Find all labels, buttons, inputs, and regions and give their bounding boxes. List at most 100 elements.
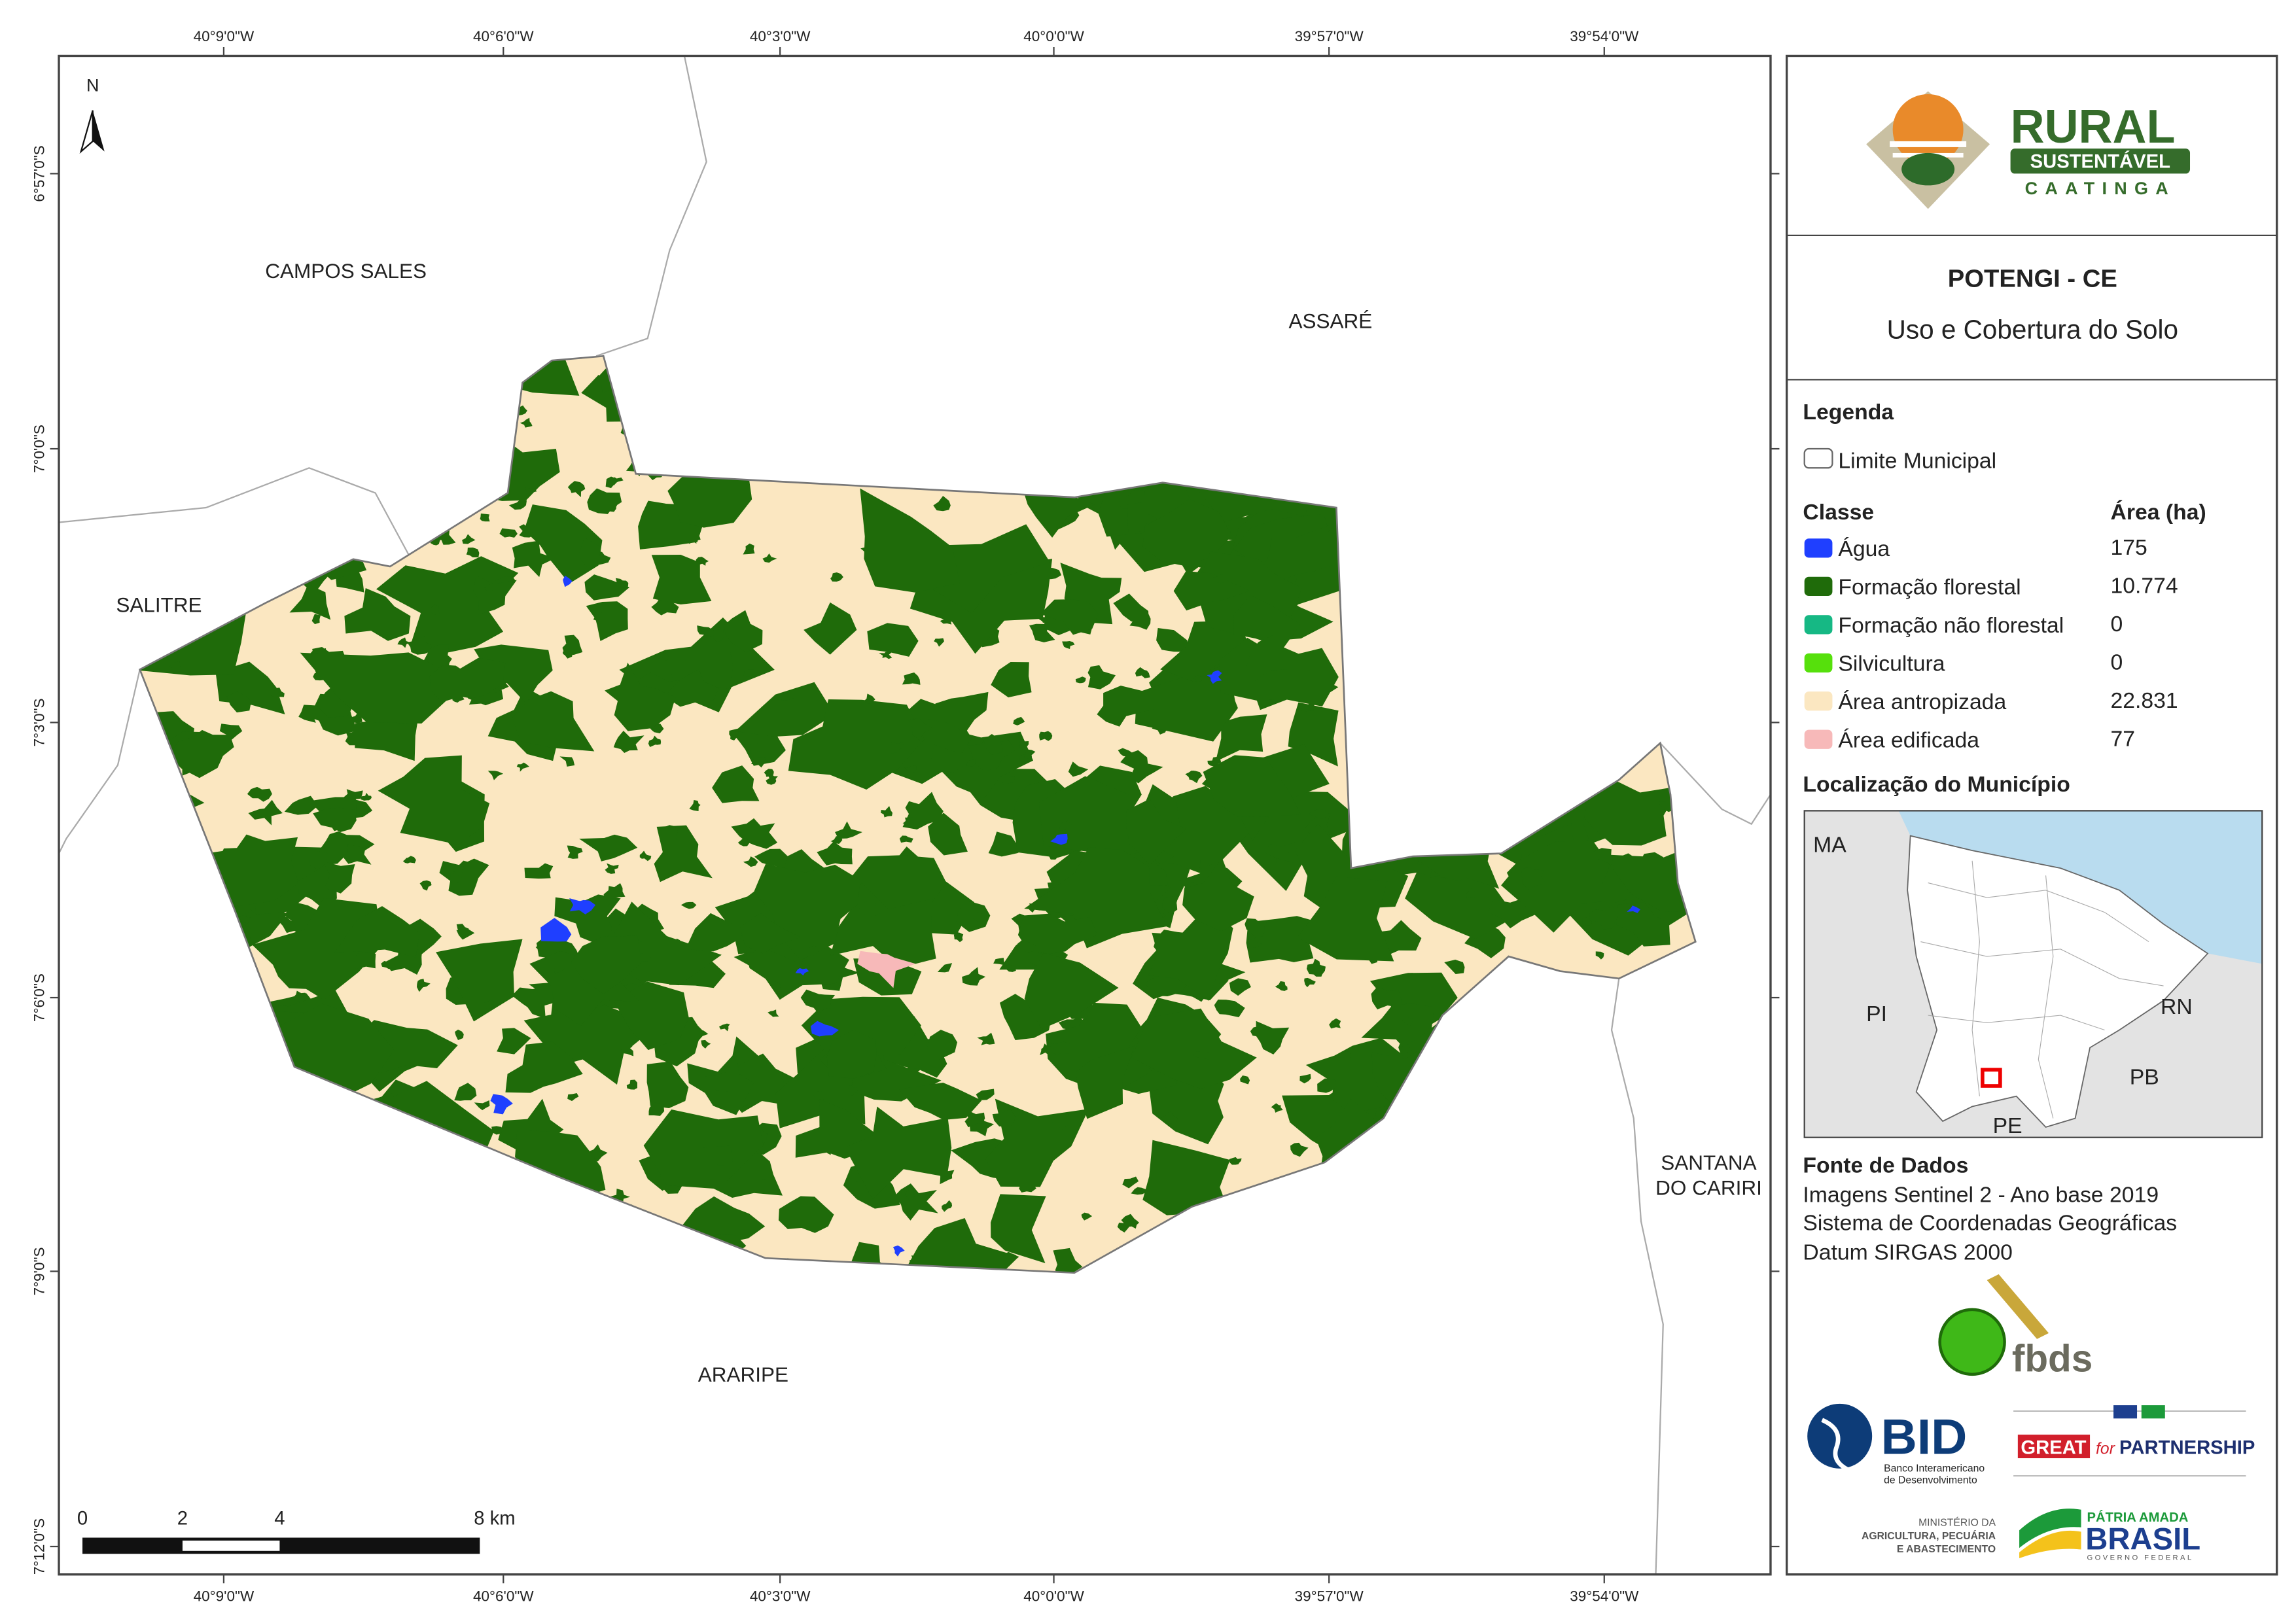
brasil-text: GOVERNO FEDERAL [2087, 1554, 2194, 1562]
forest-patch [968, 739, 1015, 771]
longitude-label: 39°54'0"W [1570, 28, 1639, 44]
forest-patch [1193, 1051, 1211, 1060]
forest-patch [402, 856, 416, 864]
inset-label: PI [1866, 1002, 1887, 1026]
forest-patch [1308, 809, 1326, 820]
longitude-label: 40°6'0"W [473, 1588, 534, 1604]
brasil-shape [2019, 1509, 2081, 1548]
forest-patch [1087, 665, 1116, 689]
forest-patch [439, 858, 489, 896]
logo-text: RURAL [2011, 101, 2176, 153]
forest-patch [378, 755, 490, 845]
logo-government: MINISTÉRIO DA AGRICULTURA, PECUÁRIA E AB… [1862, 1509, 2200, 1562]
bid-text: BID [1881, 1409, 1968, 1465]
forest-patch [1097, 686, 1154, 727]
forest-patch [1197, 860, 1212, 869]
forest-patch [1256, 1021, 1290, 1055]
forest-patch [497, 1028, 531, 1055]
forest-patch [1317, 1078, 1336, 1093]
forest-patch [658, 652, 669, 661]
water-patch [810, 1021, 839, 1037]
forest-patch [289, 584, 331, 620]
great-text: PARTNERSHIP [2119, 1437, 2255, 1458]
forest-patch [646, 1061, 689, 1108]
forest-patch [648, 735, 662, 747]
place-label: DO CARIRI [1655, 1176, 1762, 1199]
forest-patch [1017, 940, 1037, 954]
forest-patch [883, 1016, 949, 1078]
longitude-label: 40°3'0"W [750, 1588, 811, 1604]
forest-patch [1246, 916, 1322, 963]
forest-patch [524, 504, 603, 584]
forest-patch [284, 795, 318, 815]
forest-patch [491, 1126, 503, 1135]
forest-patch [512, 691, 595, 752]
forest-patch [1160, 1111, 1178, 1124]
forest-patch [219, 724, 243, 741]
forest-patch [311, 614, 321, 625]
forest-patch [1173, 570, 1250, 611]
longitude-label: 39°57'0"W [1295, 1588, 1364, 1604]
forest-patch [567, 481, 586, 498]
forest-patch [1075, 676, 1086, 684]
forest-patch [579, 834, 638, 862]
neighbour-borders [59, 56, 1771, 1575]
forest-patch [735, 682, 835, 737]
latitude-label: 7°6'0"S [31, 973, 48, 1022]
forest-patch [334, 906, 420, 958]
logo-fbds: fbds [1938, 1274, 2093, 1380]
forest-patch [858, 898, 881, 918]
forest-patch [1185, 770, 1203, 784]
forest-patch [934, 638, 944, 647]
inset-line [1920, 941, 2164, 986]
forest-patch [976, 1089, 995, 1100]
graticule: 40°9'0"W 40°9'0"W 40°6'0"W 40°6'0"W 40°3'0"W… [31, 28, 1780, 1604]
forest-patch [278, 916, 297, 934]
forest-patch [743, 669, 754, 678]
forest-patch [1521, 867, 1546, 890]
logo-rural: RURAL SUSTENTÁVEL CAATINGA [1866, 91, 2191, 209]
border-line [1659, 742, 1771, 826]
forest-patch [292, 990, 308, 1002]
forest-patch [429, 657, 506, 702]
forest-patch [962, 967, 986, 986]
brasil-text: PÁTRIA AMADA [2087, 1510, 2189, 1525]
inset-label: PB [2130, 1065, 2159, 1090]
forest-patch [1023, 749, 1036, 760]
inset-ceara [1907, 835, 2209, 1128]
forest-patch [615, 578, 629, 589]
forest-patch [1616, 902, 1670, 947]
forest-patch [1229, 1157, 1242, 1165]
place-labels: CAMPOS SALES ASSARÉ SALITRE SANTANA DO C… [116, 259, 1761, 1386]
forest-patch [520, 417, 533, 428]
forest-patch [1148, 904, 1233, 1001]
forest-patch [512, 986, 561, 1019]
forest-patch [696, 557, 709, 566]
forest-patch [567, 1093, 579, 1102]
longitude-label: 39°57'0"W [1295, 28, 1364, 44]
forest-patch [904, 765, 917, 773]
border-line [1610, 978, 1664, 1575]
forest-patch [505, 1041, 583, 1093]
forest-patch [1214, 999, 1245, 1017]
forest-patch [603, 883, 626, 900]
forest-patch [826, 1030, 877, 1079]
forest-patch [1203, 755, 1301, 817]
fbds-circle [1938, 1308, 2006, 1376]
forest-patch [845, 1106, 952, 1200]
forest-patch [804, 602, 857, 655]
forest-patch [309, 851, 328, 870]
legend-rows: Água 175 Formação florestal 10.774 Formação … [1804, 535, 2178, 753]
forest-patch [769, 981, 781, 992]
forest-patch [1466, 888, 1475, 898]
forest-patch [1182, 858, 1254, 932]
forest-patch [1127, 502, 1159, 532]
forest-patch [239, 915, 250, 924]
logo-bid: BID Banco Interamericano de Desenvolvime… [1807, 1403, 1985, 1486]
longitude-label: 40°9'0"W [194, 1588, 255, 1604]
legend-label: Área antropizada [1838, 689, 2006, 714]
forest-patch [1246, 635, 1305, 682]
forest-patch [933, 496, 951, 512]
forest-patch [1595, 951, 1604, 960]
